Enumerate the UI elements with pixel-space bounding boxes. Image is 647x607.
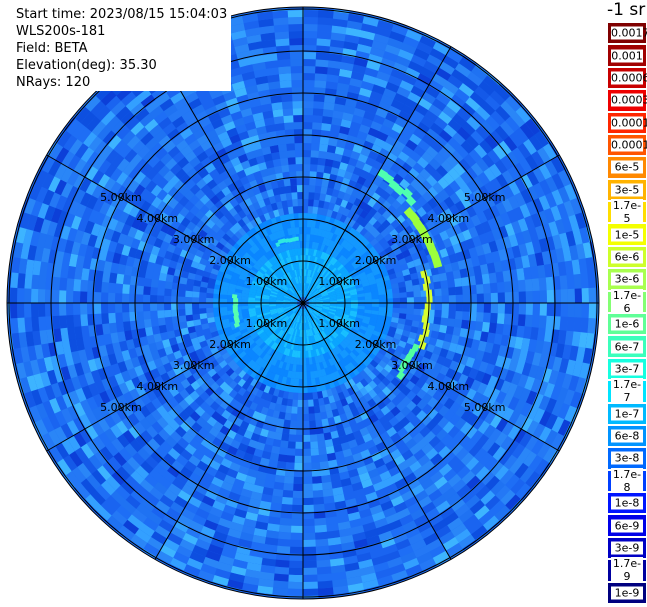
elevation-angle: Elevation(deg): 35.30	[14, 57, 159, 74]
colorbar-swatch: 1e-9	[607, 581, 647, 604]
colorbar-swatch: 1e-6	[607, 313, 647, 336]
colorbar-swatch: 0.0001	[607, 133, 647, 157]
instrument-id: WLS200s-181	[14, 23, 108, 40]
range-label: 3.00km	[172, 233, 215, 246]
colorbar-swatch: 6e-7	[607, 335, 647, 358]
colorbar-label: 0.0003	[611, 93, 647, 107]
colorbar-swatch: 1.7e-5	[607, 199, 647, 226]
colorbar-label: 0.0001	[611, 138, 647, 152]
colorbar-label: 0.0017	[611, 26, 647, 40]
colorbar-label: 3e-7	[611, 362, 643, 376]
colorbar-swatch: 3e-7	[607, 357, 647, 381]
colorbar-swatch: 1.7e-6	[607, 288, 647, 315]
colorbar-swatch: 0.0006	[607, 66, 647, 90]
range-label: 2.00km	[354, 254, 397, 267]
colorbar-label: 1e-5	[611, 228, 643, 242]
range-label: 4.00km	[427, 212, 470, 225]
colorbar-label: 1e-6	[611, 317, 643, 331]
colorbar-swatch: 6e-5	[607, 156, 647, 179]
colorbar-label: 6e-8	[611, 429, 643, 443]
colorbar-label: 6e-7	[611, 340, 643, 354]
colorbar-swatch: 3e-5	[607, 178, 647, 202]
colorbar-label: 1.7e-5	[611, 199, 643, 226]
range-label: 5.00km	[100, 401, 142, 414]
colorbar-swatch: 6e-8	[607, 424, 647, 448]
colorbar-label: 6e-6	[611, 250, 643, 264]
colorbar-swatch: 0.0003	[607, 89, 647, 112]
ray-count: NRays: 120	[14, 74, 93, 91]
colorbar-swatch: 1.7e-9	[607, 557, 647, 584]
colorbar-swatch: 6e-6	[607, 245, 647, 269]
range-label: 5.00km	[463, 191, 506, 204]
range-label: 3.00km	[391, 359, 433, 372]
colorbar-label: 3e-6	[611, 272, 643, 286]
colorbar-swatch: 1e-7	[607, 402, 647, 425]
colorbar-swatch: 0.00017	[607, 111, 647, 134]
colorbar-label: 1.7e-7	[611, 378, 643, 405]
colorbar-label: 3e-8	[611, 451, 643, 465]
colorbar-swatch: 1.7e-7	[607, 378, 647, 405]
colorbar-label: 1.7e-9	[611, 557, 643, 584]
range-label: 1.00km	[318, 317, 360, 330]
field-name: Field: BETA	[14, 40, 90, 57]
colorbar-swatch: 3e-8	[607, 447, 647, 470]
colorbar-label: 3e-9	[611, 541, 643, 555]
colorbar-swatch: 1e-8	[607, 492, 647, 515]
scan-info-panel: Start time: 2023/08/15 15:04:03 WLS200s-…	[12, 6, 232, 91]
colorbar-label: 6e-9	[611, 519, 643, 533]
range-grid	[6, 6, 600, 600]
colorbar-swatch: 3e-9	[607, 536, 647, 560]
colorbar-swatch: 1.7e-8	[607, 467, 647, 494]
colorbar-label: 0.00017	[611, 116, 647, 130]
colorbar-label: 1e-9	[611, 586, 643, 600]
colorbar-label: 3e-5	[611, 183, 643, 197]
colorbar-label: 0.0006	[611, 71, 647, 85]
range-label: 2.00km	[209, 338, 251, 351]
colorbar-label: 1e-7	[611, 407, 643, 421]
range-label: 5.00km	[100, 191, 142, 204]
colorbar-label: 0.001	[611, 49, 643, 63]
range-label: 1.00km	[245, 275, 288, 288]
colorbar: 0.0017 0.001 0.0006 0.0003 0.00017 0.0001 6e-5…	[607, 22, 647, 604]
start-time: Start time: 2023/08/15 15:04:03	[14, 6, 230, 23]
colorbar-label: 6e-5	[611, 160, 643, 174]
colorbar-label: 1.7e-6	[611, 288, 643, 315]
colorbar-swatch: 0.001	[607, 44, 647, 67]
range-label: 2.00km	[209, 254, 251, 267]
colorbar-label: 1.7e-8	[611, 467, 643, 494]
range-label: 4.00km	[427, 380, 470, 393]
range-label: 3.00km	[391, 233, 433, 246]
colorbar-swatch: 6e-9	[607, 514, 647, 537]
range-label: 1.00km	[245, 317, 288, 330]
range-label: 5.00km	[463, 401, 506, 414]
colorbar-swatch: 0.0017	[607, 22, 647, 45]
range-label: 3.00km	[172, 359, 215, 372]
range-label: 2.00km	[354, 338, 397, 351]
colorbar-swatch: 1e-5	[607, 223, 647, 246]
colorbar-label: 1e-8	[611, 496, 643, 510]
colorbar-swatch: 3e-6	[607, 268, 647, 291]
range-label: 4.00km	[136, 380, 179, 393]
range-label: 1.00km	[318, 275, 360, 288]
colorbar-title: -1 sr	[607, 0, 646, 20]
range-label: 4.00km	[136, 212, 179, 225]
